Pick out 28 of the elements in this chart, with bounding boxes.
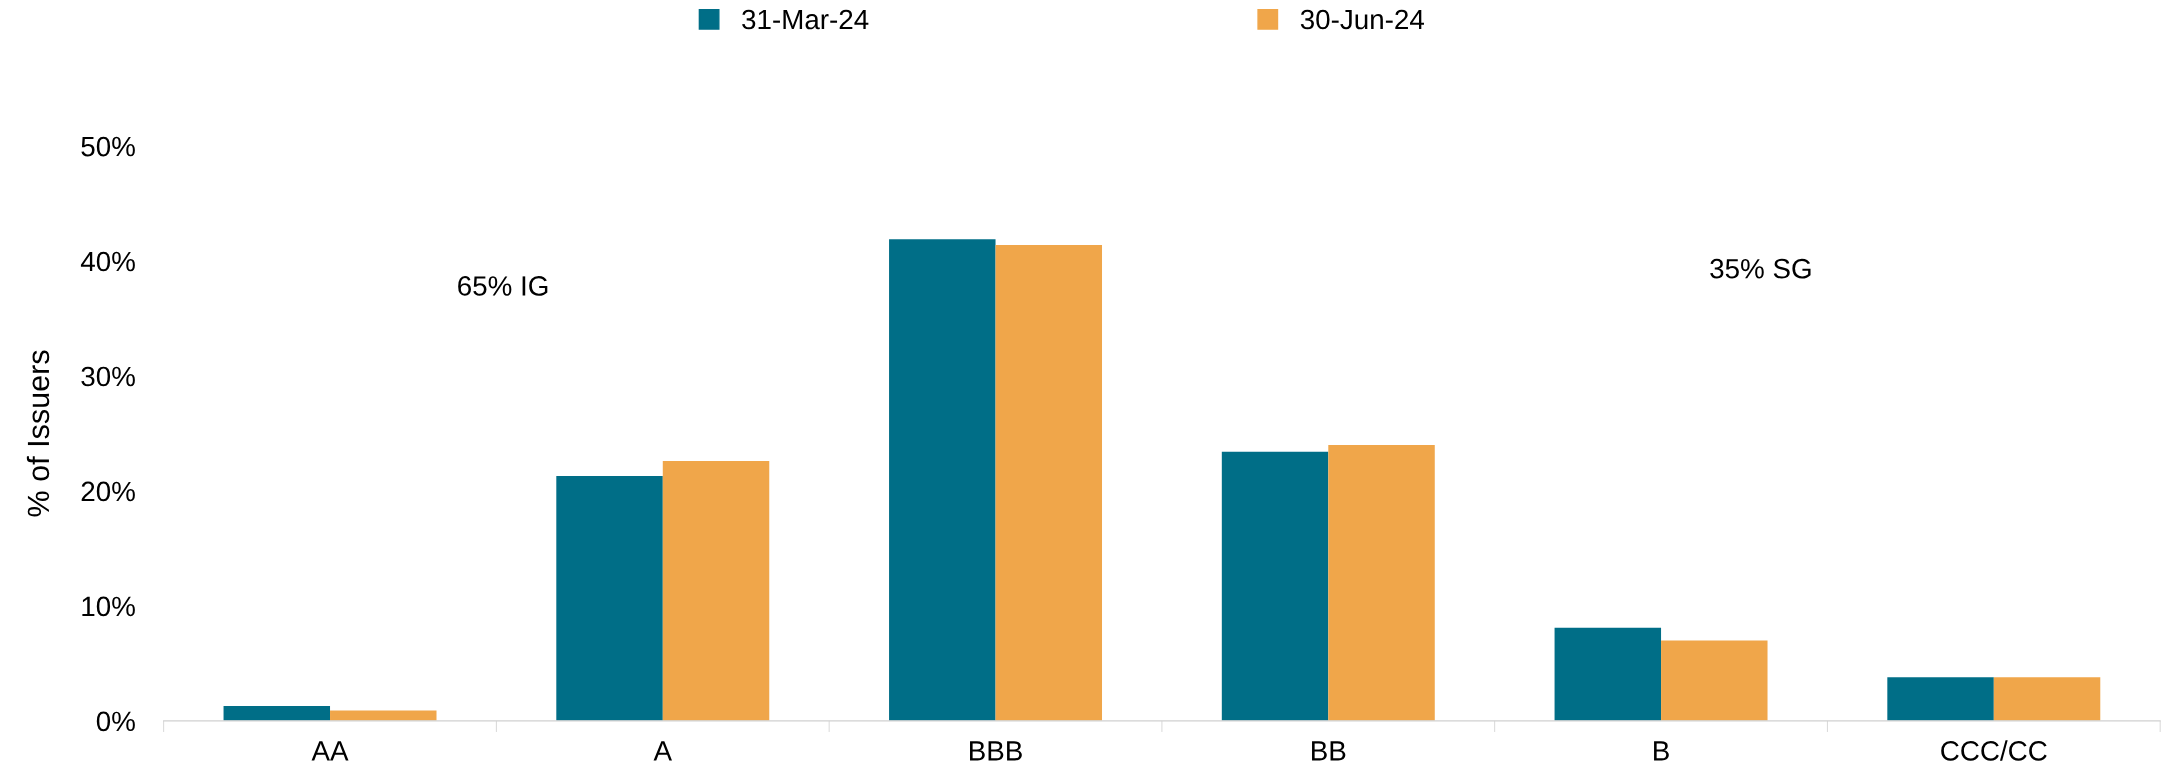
bar [1221, 451, 1329, 721]
bar [1887, 677, 1994, 721]
bar [889, 239, 996, 721]
bar [1554, 627, 1662, 721]
x-tick-label: BBB [970, 741, 1022, 761]
y-tick-label: 50% [81, 136, 135, 157]
y-tick-label: 0% [96, 711, 135, 732]
bar [995, 244, 1103, 721]
x-tick-label: AA [311, 741, 349, 761]
y-tick-label: 40% [80, 251, 135, 272]
x-tick-label: B [1654, 741, 1669, 761]
bar [662, 461, 770, 721]
annotation: 35% SG [1710, 258, 1811, 279]
x-tick-label: BB [1312, 741, 1346, 761]
y-tick-label: 10% [82, 596, 135, 617]
bar [1328, 444, 1435, 721]
y-tick-label: 30% [81, 366, 135, 387]
bar [223, 705, 331, 721]
bar [1993, 677, 2101, 721]
x-tick-label: CCC/CC [1941, 740, 2047, 761]
bar [1661, 640, 1768, 721]
y-axis-title: % of Issuers [26, 350, 50, 517]
x-tick-label: A [653, 741, 672, 761]
annotation: 65% IG [458, 276, 548, 296]
legend-label: 31-Mar-24 [742, 9, 869, 30]
y-tick-label: 20% [81, 481, 135, 502]
legend-label: 30-Jun-24 [1300, 9, 1424, 30]
bar [556, 475, 663, 721]
